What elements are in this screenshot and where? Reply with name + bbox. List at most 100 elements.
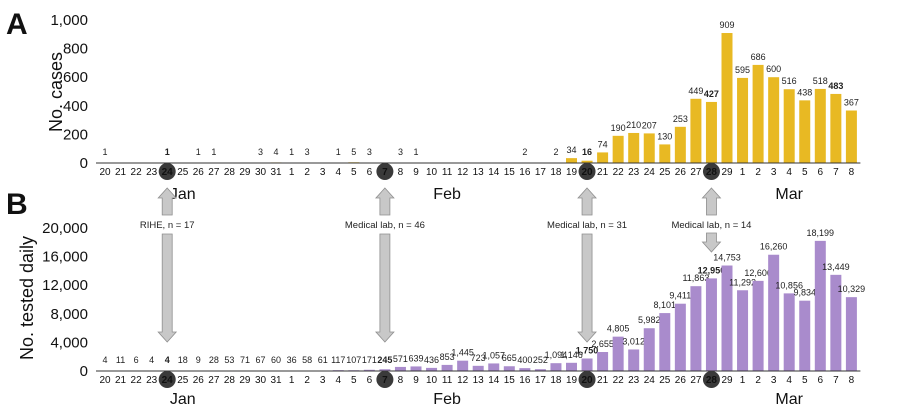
bar — [379, 369, 391, 371]
bar — [705, 278, 717, 371]
x-tick-label: 29 — [239, 167, 251, 178]
bar — [737, 77, 749, 163]
x-tick-label: 24 — [162, 375, 174, 386]
data-label: 2 — [522, 147, 527, 157]
x-tick-label: 29 — [239, 375, 251, 386]
data-label: 9,834 — [793, 288, 816, 298]
data-label: 253 — [673, 114, 688, 124]
data-label: 5,982 — [638, 315, 661, 325]
bar — [628, 132, 640, 163]
x-tick-label: 28 — [224, 375, 236, 386]
x-tick-label: 5 — [351, 167, 357, 178]
data-label: 3 — [398, 147, 403, 157]
data-label: 16 — [582, 147, 592, 157]
bar — [581, 160, 593, 163]
data-label: 723 — [471, 353, 486, 363]
x-tick-label: 18 — [550, 375, 562, 386]
x-tick-label: 25 — [659, 167, 671, 178]
x-tick-label: 27 — [208, 375, 220, 386]
x-tick-label: 26 — [675, 375, 687, 386]
date-circle-marker — [578, 163, 596, 180]
data-label: 3,012 — [622, 336, 645, 346]
x-tick-label: 3 — [771, 375, 777, 386]
bar — [519, 368, 531, 371]
y-tick-label: 16,000 — [42, 249, 88, 266]
x-tick-label: 21 — [597, 167, 609, 178]
bar — [566, 158, 577, 163]
bar — [457, 360, 469, 371]
date-circle-marker — [578, 371, 596, 388]
bar — [690, 286, 702, 371]
x-tick-label: 8 — [849, 167, 855, 178]
x-tick-label: 11 — [442, 375, 453, 386]
x-tick-label: 20 — [581, 375, 593, 386]
bar — [643, 133, 655, 163]
up-arrow — [157, 187, 178, 216]
bar — [597, 152, 609, 163]
x-tick-label: 26 — [675, 167, 687, 178]
x-tick-label: 24 — [162, 167, 174, 178]
data-label: 5 — [351, 147, 356, 157]
y-tick-label: 20,000 — [42, 220, 88, 237]
y-tick-label: 800 — [63, 41, 88, 58]
data-label: 4 — [149, 355, 154, 365]
x-tick-label: 22 — [131, 167, 143, 178]
x-tick-label: 20 — [99, 167, 111, 178]
bar — [410, 366, 422, 371]
bar — [488, 363, 500, 371]
data-label: 18,199 — [807, 228, 835, 238]
data-label: 10,329 — [838, 284, 866, 294]
panel-b-letter: B — [6, 188, 28, 221]
data-label: 14,753 — [713, 253, 741, 263]
bar — [814, 240, 826, 371]
x-tick-label: 29 — [721, 167, 733, 178]
x-tick-label: 16 — [519, 375, 531, 386]
bar — [845, 297, 857, 371]
annotation-label: Medical lab, n = 46 — [345, 220, 425, 231]
x-tick-label: 12 — [457, 167, 469, 178]
bar — [612, 336, 624, 371]
x-tick-label: 24 — [644, 167, 656, 178]
bar — [394, 366, 406, 371]
data-label: 61 — [318, 355, 328, 365]
data-label: 11,863 — [682, 273, 709, 283]
month-label: Mar — [775, 391, 803, 408]
data-label: 571 — [393, 354, 408, 364]
data-label: 449 — [688, 86, 703, 96]
x-tick-label: 3 — [320, 167, 326, 178]
bar — [830, 93, 842, 163]
y-tick-label: 0 — [80, 155, 88, 172]
x-tick-label: 4 — [335, 167, 341, 178]
up-arrow — [375, 187, 395, 216]
data-label: 483 — [828, 81, 843, 91]
annotation-label: RIHE, n = 17 — [140, 220, 195, 231]
x-tick-label: 19 — [566, 167, 578, 178]
annotation-label: Medical lab, n = 14 — [671, 220, 751, 231]
bar — [799, 100, 811, 163]
bar — [426, 367, 438, 371]
x-tick-label: 22 — [613, 167, 625, 178]
y-tick-label: 4,000 — [50, 334, 88, 351]
y-axis-label: No. tested daily — [17, 236, 37, 360]
x-tick-label: 23 — [146, 375, 158, 386]
bar — [581, 358, 593, 371]
data-label: 516 — [782, 76, 797, 86]
x-tick-label: 7 — [833, 167, 839, 178]
bar — [534, 369, 546, 371]
bar — [674, 303, 686, 371]
bar — [612, 135, 624, 163]
data-label: 36 — [287, 355, 297, 365]
x-tick-label: 19 — [566, 375, 578, 386]
y-axis-label: No. cases — [46, 52, 66, 132]
data-label: 245 — [377, 355, 392, 365]
data-label: 1,750 — [576, 345, 599, 355]
data-label: 4 — [102, 355, 107, 365]
x-tick-label: 7 — [382, 375, 388, 386]
data-label: 665 — [502, 353, 517, 363]
bar — [705, 101, 717, 163]
data-label: 1,146 — [560, 350, 583, 360]
panel-b-chart: No. tested daily 0 4,000 8,000 12,000 16,000 2… — [17, 220, 865, 408]
y-tick-label: 400 — [63, 98, 88, 115]
y-tick-label: 8,000 — [50, 306, 88, 323]
data-label: 2 — [553, 147, 558, 157]
